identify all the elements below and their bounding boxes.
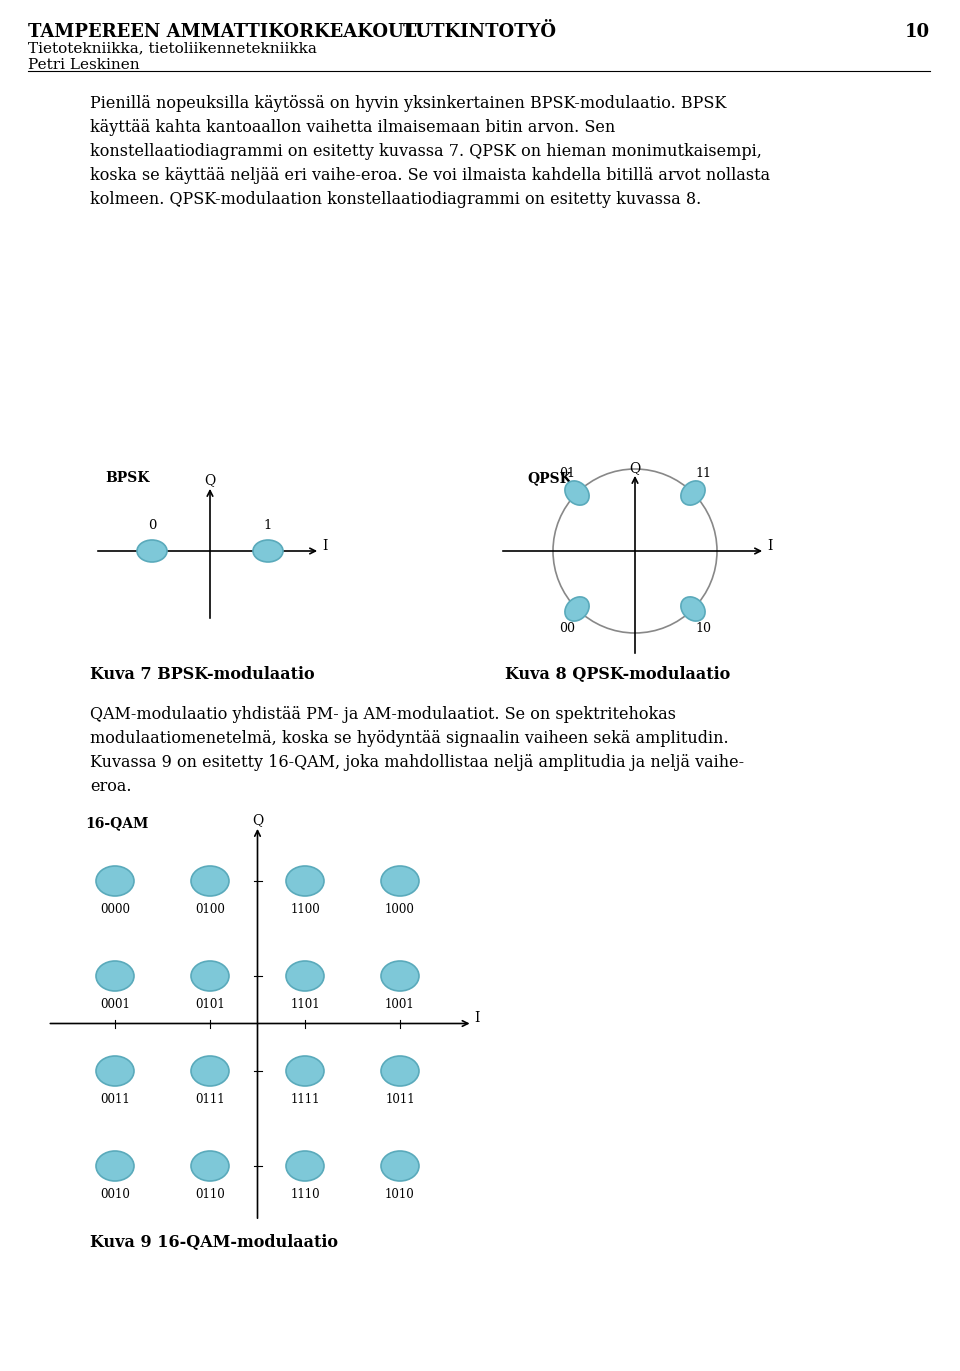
Text: Tietotekniikka, tietoliikennetekniikka: Tietotekniikka, tietoliikennetekniikka bbox=[28, 41, 317, 55]
Text: I: I bbox=[474, 1012, 480, 1026]
Ellipse shape bbox=[286, 961, 324, 991]
Text: 10: 10 bbox=[905, 23, 930, 41]
Text: Q: Q bbox=[630, 461, 640, 474]
Ellipse shape bbox=[564, 481, 589, 505]
Text: 1100: 1100 bbox=[290, 903, 320, 916]
Text: 0011: 0011 bbox=[100, 1093, 130, 1106]
Ellipse shape bbox=[381, 1056, 419, 1086]
Text: kolmeen. QPSK-modulaation konstellaatiodiagrammi on esitetty kuvassa 8.: kolmeen. QPSK-modulaation konstellaatiod… bbox=[90, 191, 701, 208]
Text: 1110: 1110 bbox=[290, 1189, 320, 1201]
Text: modulaatiomenetelmä, koska se hyödyntää signaalin vaiheen sekä amplitudin.: modulaatiomenetelmä, koska se hyödyntää … bbox=[90, 729, 729, 747]
Text: konstellaatiodiagrammi on esitetty kuvassa 7. QPSK on hieman monimutkaisempi,: konstellaatiodiagrammi on esitetty kuvas… bbox=[90, 143, 762, 160]
Text: I: I bbox=[322, 539, 327, 553]
Text: 1101: 1101 bbox=[290, 998, 320, 1010]
Text: 0101: 0101 bbox=[195, 998, 225, 1010]
Ellipse shape bbox=[137, 540, 167, 562]
Text: Q: Q bbox=[252, 813, 263, 827]
Text: 0001: 0001 bbox=[100, 998, 130, 1010]
Ellipse shape bbox=[681, 596, 705, 621]
Text: koska se käyttää neljää eri vaihe-eroa. Se voi ilmaista kahdella bitillä arvot n: koska se käyttää neljää eri vaihe-eroa. … bbox=[90, 167, 770, 184]
Text: 10: 10 bbox=[695, 622, 711, 635]
Ellipse shape bbox=[191, 961, 229, 991]
Text: 0010: 0010 bbox=[100, 1189, 130, 1201]
Text: TAMPEREEN AMMATTIKORKEAKOULU: TAMPEREEN AMMATTIKORKEAKOULU bbox=[28, 23, 431, 41]
Ellipse shape bbox=[96, 961, 134, 991]
Text: Kuva 8 QPSK-modulaatio: Kuva 8 QPSK-modulaatio bbox=[505, 666, 731, 683]
Text: BPSK: BPSK bbox=[105, 472, 150, 485]
Text: Pienillä nopeuksilla käytössä on hyvin yksinkertainen BPSK-modulaatio. BPSK: Pienillä nopeuksilla käytössä on hyvin y… bbox=[90, 95, 727, 112]
Ellipse shape bbox=[286, 1056, 324, 1086]
Text: 0: 0 bbox=[148, 520, 156, 532]
Ellipse shape bbox=[381, 1152, 419, 1180]
Text: 1001: 1001 bbox=[385, 998, 415, 1010]
Ellipse shape bbox=[381, 961, 419, 991]
Text: 00: 00 bbox=[559, 622, 575, 635]
Text: 1: 1 bbox=[264, 520, 273, 532]
Ellipse shape bbox=[286, 866, 324, 897]
Text: 0111: 0111 bbox=[195, 1093, 225, 1106]
Text: 1111: 1111 bbox=[290, 1093, 320, 1106]
Ellipse shape bbox=[96, 866, 134, 897]
Text: käyttää kahta kantoaallon vaihetta ilmaisemaan bitin arvon. Sen: käyttää kahta kantoaallon vaihetta ilmai… bbox=[90, 119, 615, 136]
Text: Kuva 7 BPSK-modulaatio: Kuva 7 BPSK-modulaatio bbox=[90, 666, 315, 683]
Text: Petri Leskinen: Petri Leskinen bbox=[28, 58, 139, 73]
Text: 16-QAM: 16-QAM bbox=[85, 816, 149, 829]
Text: eroa.: eroa. bbox=[90, 777, 132, 795]
Text: 0100: 0100 bbox=[195, 903, 225, 916]
Ellipse shape bbox=[564, 596, 589, 621]
Text: 1011: 1011 bbox=[385, 1093, 415, 1106]
Ellipse shape bbox=[381, 866, 419, 897]
Ellipse shape bbox=[96, 1152, 134, 1180]
Text: I: I bbox=[767, 539, 773, 553]
Text: 11: 11 bbox=[695, 468, 711, 480]
Text: 01: 01 bbox=[559, 468, 575, 480]
Ellipse shape bbox=[191, 1056, 229, 1086]
Ellipse shape bbox=[96, 1056, 134, 1086]
Text: TUTKINTOTYÖ: TUTKINTOTYÖ bbox=[403, 23, 557, 41]
Text: Kuvassa 9 on esitetty 16-QAM, joka mahdollistaa neljä amplitudia ja neljä vaihe-: Kuvassa 9 on esitetty 16-QAM, joka mahdo… bbox=[90, 754, 744, 771]
Text: QAM-modulaatio yhdistää PM- ja AM-modulaatiot. Se on spektritehokas: QAM-modulaatio yhdistää PM- ja AM-modula… bbox=[90, 706, 676, 723]
Ellipse shape bbox=[253, 540, 283, 562]
Text: Kuva 9 16-QAM-modulaatio: Kuva 9 16-QAM-modulaatio bbox=[90, 1234, 338, 1250]
Text: 0110: 0110 bbox=[195, 1189, 225, 1201]
Text: 0000: 0000 bbox=[100, 903, 130, 916]
Ellipse shape bbox=[191, 866, 229, 897]
Text: 1000: 1000 bbox=[385, 903, 415, 916]
Ellipse shape bbox=[286, 1152, 324, 1180]
Text: 1010: 1010 bbox=[385, 1189, 415, 1201]
Ellipse shape bbox=[681, 481, 705, 505]
Text: Q: Q bbox=[204, 473, 216, 487]
Text: QPSK: QPSK bbox=[527, 472, 572, 485]
Ellipse shape bbox=[191, 1152, 229, 1180]
